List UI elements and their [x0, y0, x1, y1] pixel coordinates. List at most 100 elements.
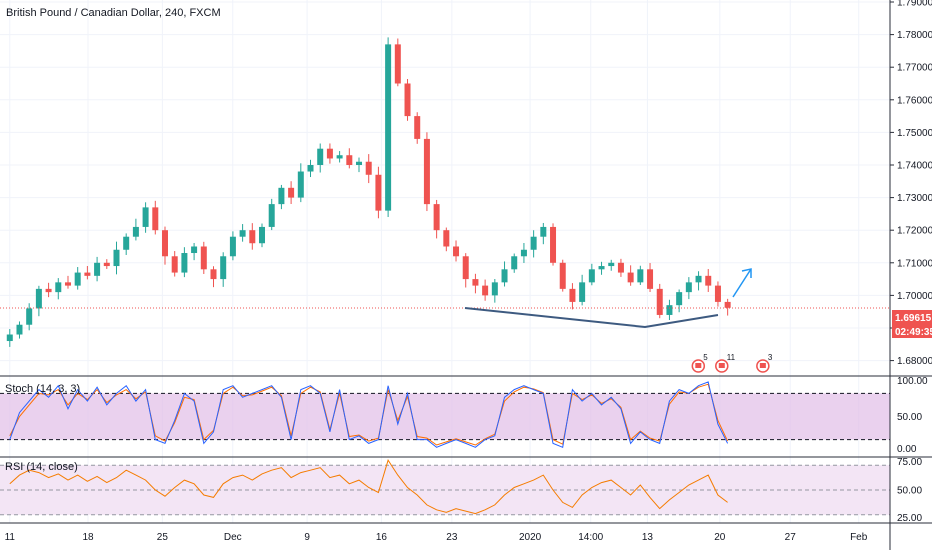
time-tick-label: 27 [785, 532, 797, 543]
event-count: 3 [768, 353, 773, 362]
price-pane[interactable]: British Pound / Canadian Dollar, 240, FX… [0, 7, 890, 373]
candle-body [45, 288, 52, 293]
candle-body [705, 275, 712, 286]
candle-body [26, 308, 33, 325]
candle-body [132, 226, 139, 237]
candle-body [414, 116, 421, 139]
stoch-k-line [9, 381, 729, 448]
stoch-band [0, 393, 890, 440]
time-tick-label: 11 [5, 532, 16, 543]
candle-body [288, 187, 295, 198]
candle-body [74, 272, 81, 286]
candle-body [365, 161, 372, 175]
price-tick-label: 1.76000 [897, 95, 932, 106]
time-tick-label: 2020 [519, 532, 542, 543]
price-tick-label: 1.71000 [897, 258, 932, 269]
rsi-tick-label: 75.00 [897, 457, 922, 468]
candle-body [171, 256, 178, 273]
calendar-flag-icon[interactable]: 5 [691, 353, 708, 373]
candle-body [608, 262, 615, 267]
candle-body [656, 288, 663, 315]
time-tick-label: 20 [714, 532, 726, 543]
candle-body [375, 174, 382, 211]
time-tick-label: Dec [224, 532, 242, 543]
time-tick-label: 14:00 [578, 532, 603, 543]
stoch-label: Stoch (14, 3, 3) [5, 383, 80, 395]
candle-body [35, 288, 42, 309]
calendar-flag-icon[interactable]: 3 [756, 353, 773, 373]
price-tick-label: 1.77000 [897, 63, 932, 74]
time-tick-label: 16 [376, 532, 388, 543]
candle-body [520, 249, 527, 257]
candle-body [404, 83, 411, 117]
candle-body [249, 230, 256, 244]
candle-body [152, 207, 159, 231]
candle-body [297, 171, 304, 198]
candle-body [559, 262, 566, 289]
event-count: 11 [727, 353, 736, 362]
candle-body [617, 262, 624, 273]
grid [0, 0, 890, 523]
candle-body [356, 161, 363, 165]
event-count: 5 [703, 353, 708, 362]
candle-body [423, 138, 430, 205]
countdown-badge: 02:49:35 [892, 324, 932, 338]
stoch-pane[interactable]: Stoch (14, 3, 3) [0, 381, 890, 448]
price-tick-label: 1.79000 [897, 0, 932, 9]
candle-body [685, 282, 692, 293]
candle-body [724, 301, 731, 308]
time-tick-label: 9 [304, 532, 310, 543]
candle-body [210, 269, 217, 280]
rsi-tick-label: 50.00 [897, 486, 922, 497]
price-tick-label: 1.78000 [897, 30, 932, 41]
candle-body [191, 246, 198, 254]
chart-title: British Pound / Canadian Dollar, 240, FX… [6, 7, 221, 19]
candle-body [676, 292, 683, 306]
candle-body [229, 236, 236, 257]
price-tick-label: 1.75000 [897, 128, 932, 139]
candle-body [627, 272, 634, 283]
candle-body [433, 204, 440, 231]
candle-body [161, 230, 168, 257]
stoch-tick-label: 0.00 [897, 444, 917, 455]
stoch-tick-label: 100.00 [897, 376, 928, 387]
time-tick-label: 25 [157, 532, 169, 543]
candle-body [346, 155, 353, 165]
candle-body [278, 187, 285, 205]
candle-body [200, 246, 207, 270]
candle-body [55, 282, 62, 293]
rsi-pane[interactable]: RSI (14, close) [0, 459, 890, 516]
svg-text:02:49:35: 02:49:35 [895, 327, 932, 338]
candle-body [588, 269, 595, 283]
candle-body [307, 164, 314, 172]
rsi-axis[interactable]: 75.00 50.00 25.00 [897, 457, 922, 524]
price-tick-label: 1.74000 [897, 160, 932, 171]
arrow-drawing[interactable] [732, 268, 752, 298]
price-tick-label: 1.72000 [897, 226, 932, 237]
candle-body [511, 256, 518, 270]
stoch-axis[interactable]: 100.00 50.00 0.00 [897, 376, 928, 455]
candle-body [637, 269, 644, 283]
event-flag [695, 363, 702, 368]
time-tick-label: Feb [850, 532, 868, 543]
candle-body [482, 285, 489, 296]
candle-body [259, 226, 266, 244]
candle-body [695, 275, 702, 283]
calendar-flag-icon[interactable]: 11 [715, 353, 736, 373]
candle-body [6, 334, 13, 342]
rsi-tick-label: 25.00 [897, 513, 922, 524]
candle-body [394, 44, 401, 84]
candle-body [220, 256, 227, 280]
trendline-drawing[interactable] [464, 307, 719, 329]
candle-body [501, 269, 508, 283]
candle-body [540, 226, 547, 237]
candle-body [239, 230, 246, 237]
candle-body [491, 282, 498, 296]
economic-events[interactable]: 5 11 3 [691, 353, 773, 373]
stoch-tick-label: 50.00 [897, 412, 922, 423]
time-axis[interactable]: 11 18 25 Dec 9 16 23 2020 14:00 13 20 27 Feb [5, 532, 868, 543]
candle-body [443, 230, 450, 247]
candle-body [268, 204, 275, 227]
event-flag [718, 363, 725, 368]
